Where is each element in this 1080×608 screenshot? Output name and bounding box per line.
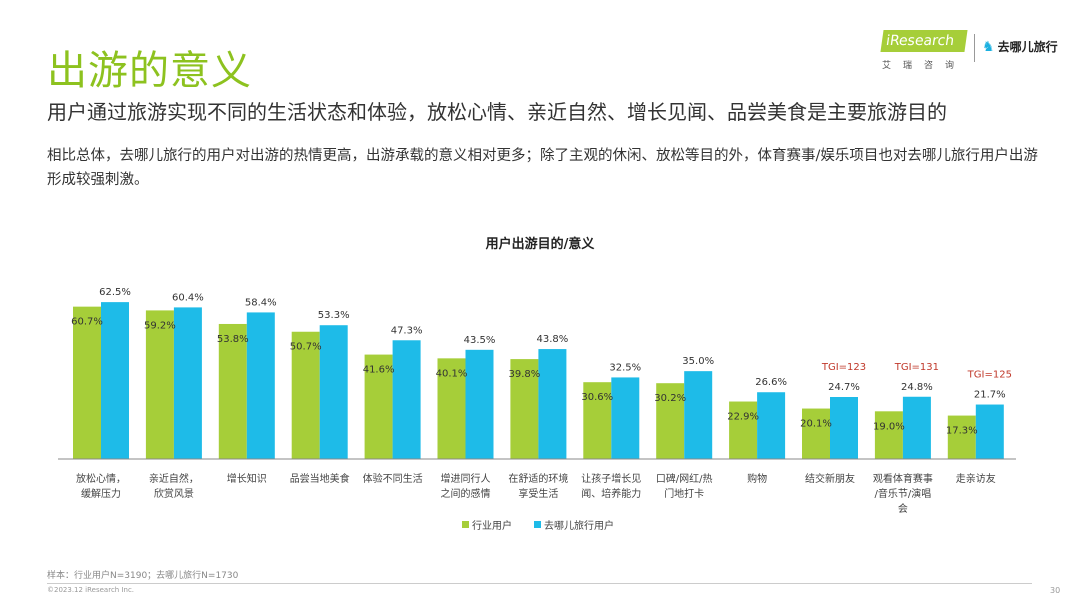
brand-logos: iResearch 艾瑞咨询 ♞ 去哪儿旅行 — [878, 30, 1068, 72]
data-label-qunar: 21.7% — [974, 390, 1006, 401]
data-label-qunar: 35.0% — [682, 356, 714, 367]
legend-label: 去哪儿旅行用户 — [544, 519, 614, 532]
category-label: 放松心情， — [76, 472, 126, 485]
bar-industry — [218, 323, 247, 459]
bar-industry — [583, 382, 612, 459]
chart-title: 用户出游目的/意义 — [485, 236, 596, 252]
data-label-qunar: 43.5% — [464, 335, 496, 346]
data-label-industry: 22.9% — [727, 412, 759, 423]
bar-industry — [510, 359, 539, 459]
bar-industry — [874, 411, 903, 459]
data-label-industry: 53.8% — [217, 334, 249, 345]
footer-divider — [47, 583, 1032, 584]
data-label-industry: 17.3% — [946, 426, 978, 437]
bar-qunar — [101, 302, 129, 459]
tgi-annotation: TGI=123 — [821, 362, 866, 373]
page-subtitle: 用户通过旅游实现不同的生活状态和体验，放松心情、亲近自然、增长见闻、品尝美食是主… — [47, 100, 947, 124]
legend-label: 行业用户 — [472, 519, 512, 532]
qunar-logo: ♞ 去哪儿旅行 — [982, 38, 1058, 55]
page-title: 出游的意义 — [47, 48, 252, 94]
bar-qunar — [392, 340, 421, 459]
description: 相比总体，去哪儿旅行的用户对出游的热情更高，出游承载的意义相对更多；除了主观的休… — [47, 148, 1038, 188]
legend-swatch — [462, 521, 469, 528]
bar-industry — [437, 358, 466, 459]
bar-qunar — [902, 396, 931, 459]
category-label: 之间的感情 — [441, 487, 491, 500]
data-label-industry: 50.7% — [290, 342, 322, 353]
category-label: 享受生活 — [518, 487, 558, 500]
qunar-logo-text: 去哪儿旅行 — [997, 40, 1058, 54]
sample-note: 样本：行业用户N=3190；去哪儿旅行N=1730 — [47, 571, 239, 581]
bar-industry — [656, 383, 685, 459]
bar-qunar — [173, 307, 202, 459]
category-label: 门地打卡 — [664, 487, 704, 500]
data-label-qunar: 24.7% — [828, 382, 860, 393]
bar-industry — [802, 408, 830, 459]
legend-swatch — [534, 521, 541, 528]
data-label-industry: 30.2% — [654, 393, 686, 404]
data-label-industry: 30.6% — [581, 392, 613, 403]
category-label: 缓解压力 — [81, 487, 121, 500]
bar-industry — [73, 306, 101, 459]
category-label: 走亲访友 — [956, 472, 996, 485]
category-label: 增长知识 — [227, 472, 267, 485]
category-label: 欣赏风景 — [154, 487, 194, 500]
category-label: 观看体育赛事 — [873, 472, 933, 485]
copyright: ©2023.12 iResearch Inc. — [47, 586, 135, 594]
bar-industry — [145, 310, 174, 459]
category-label: 让孩子增长见 — [581, 472, 641, 485]
data-label-industry: 20.1% — [800, 419, 832, 430]
category-label: 在舒适的环境 — [508, 472, 568, 485]
logo-divider — [974, 34, 975, 62]
data-label-qunar: 43.8% — [537, 334, 569, 345]
bar-qunar — [246, 312, 275, 459]
data-label-industry: 59.2% — [144, 320, 176, 331]
data-label-qunar: 26.6% — [755, 377, 787, 388]
category-label: 亲近自然， — [149, 472, 199, 485]
data-label-industry: 40.1% — [436, 368, 468, 379]
bar-industry — [947, 415, 976, 459]
bar-industry — [291, 331, 320, 459]
category-label: 品尝当地美食 — [290, 472, 350, 485]
data-label-qunar: 62.5% — [99, 287, 131, 298]
camel-icon: ♞ — [982, 39, 995, 55]
tgi-annotation: TGI=131 — [894, 362, 939, 373]
category-label: /音乐节/演唱 — [875, 487, 932, 500]
bar-qunar — [975, 404, 1004, 459]
page-number: 30 — [1050, 586, 1061, 595]
tgi-annotation: TGI=125 — [967, 370, 1012, 381]
category-label: 闻、培养能力 — [581, 487, 641, 500]
bar-industry — [729, 401, 758, 459]
category-label: 会 — [898, 502, 908, 515]
bar-industry — [364, 354, 393, 459]
data-label-qunar: 24.8% — [901, 382, 933, 393]
data-label-qunar: 60.4% — [172, 292, 204, 303]
category-label: 口碑/网红/热 — [656, 472, 713, 485]
bar-qunar — [684, 371, 713, 459]
category-label: 体验不同生活 — [363, 472, 423, 485]
category-label: 结交新朋友 — [805, 472, 855, 485]
bar-qunar — [465, 349, 494, 459]
bar-qunar — [538, 349, 567, 459]
bar-qunar — [319, 325, 348, 459]
iresearch-logo-cn: 艾瑞咨询 — [882, 61, 967, 71]
data-label-qunar: 32.5% — [609, 362, 641, 373]
category-label: 购物 — [747, 472, 767, 485]
category-label: 增进同行人 — [441, 472, 491, 485]
bar-qunar — [757, 392, 786, 459]
data-label-industry: 19.0% — [873, 421, 905, 432]
bar-qunar — [611, 377, 640, 459]
data-label-industry: 39.8% — [509, 369, 541, 380]
bar-qunar — [830, 397, 858, 459]
data-label-qunar: 47.3% — [391, 325, 423, 336]
data-label-qunar: 53.3% — [318, 310, 350, 321]
data-label-industry: 41.6% — [363, 365, 395, 376]
data-label-qunar: 58.4% — [245, 297, 277, 308]
data-label-industry: 60.7% — [71, 317, 103, 328]
